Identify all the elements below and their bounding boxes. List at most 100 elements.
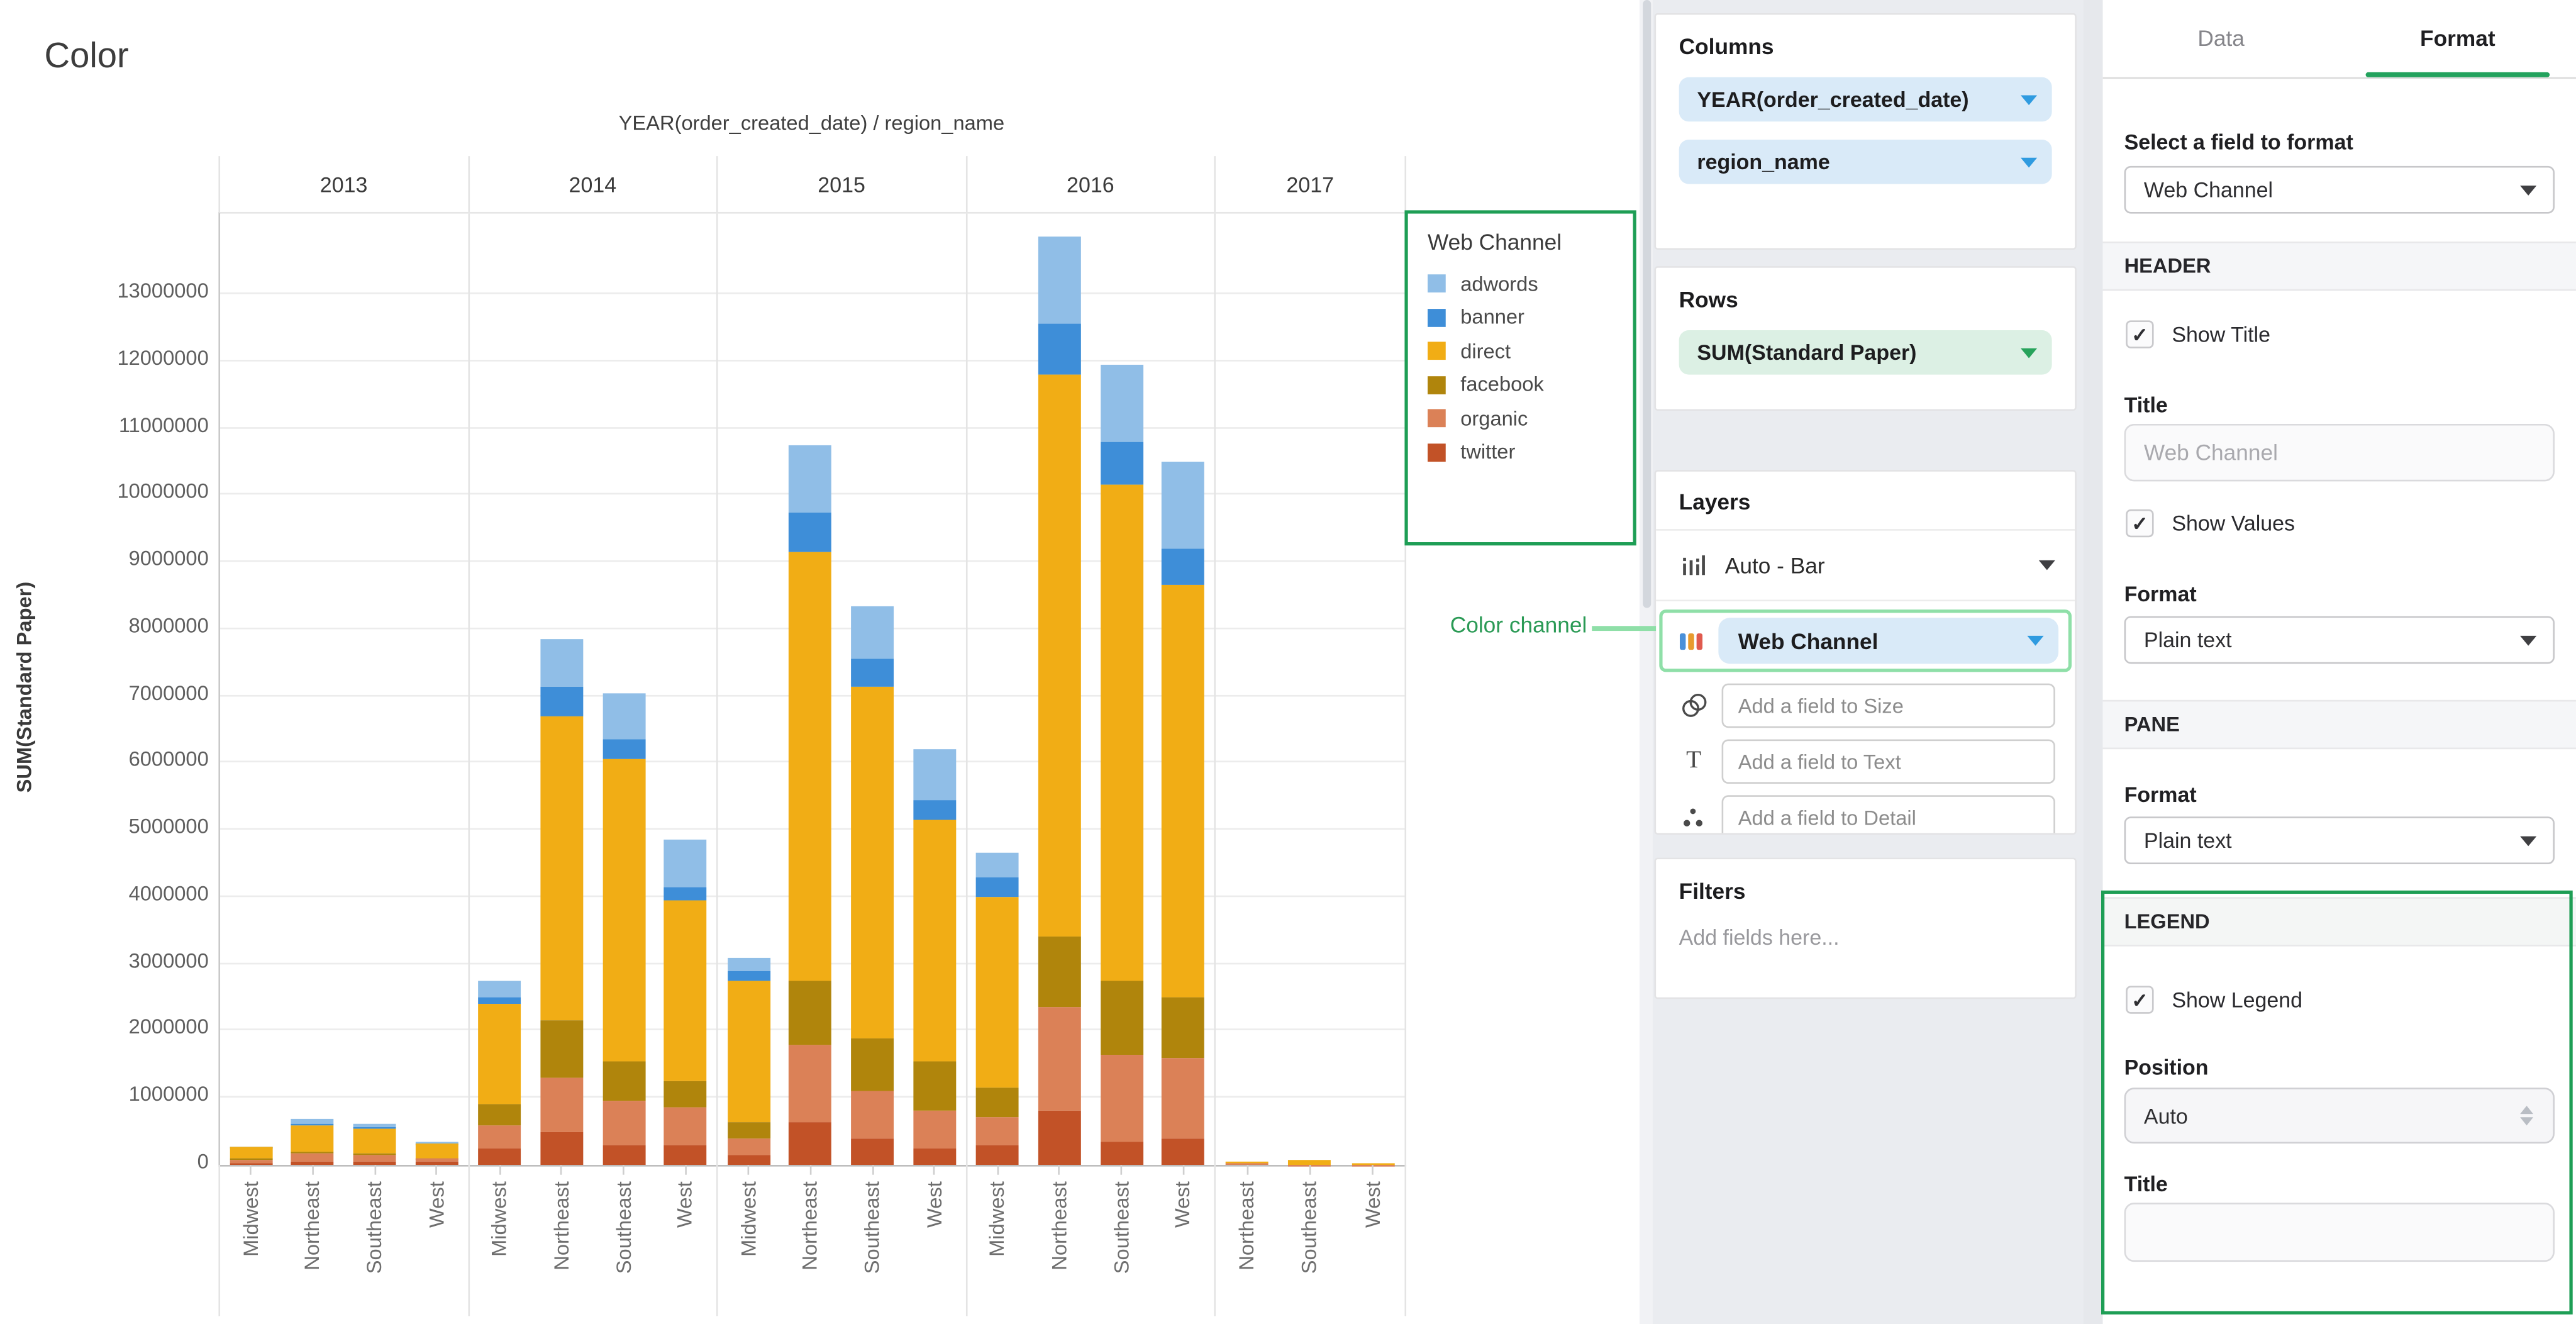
bar-segment-banner[interactable] xyxy=(602,740,645,760)
field-pill-year-order-created-date-[interactable]: YEAR(order_created_date) xyxy=(1679,77,2052,122)
bar-segment-banner[interactable] xyxy=(789,512,832,552)
stacked-bar-2015-Midwest[interactable] xyxy=(728,957,770,1165)
bar-segment-direct[interactable] xyxy=(479,1004,521,1105)
bar-segment-facebook[interactable] xyxy=(1100,981,1143,1054)
bar-segment-twitter[interactable] xyxy=(976,1145,1019,1165)
bar-segment-banner[interactable] xyxy=(1038,325,1081,375)
field-to-format-select[interactable]: Web Channel xyxy=(2124,166,2555,214)
bar-segment-adwords[interactable] xyxy=(789,445,832,511)
bar-segment-organic[interactable] xyxy=(353,1155,396,1162)
scrollbar[interactable] xyxy=(1640,0,1653,1324)
bar-segment-banner[interactable] xyxy=(728,971,770,981)
bar-segment-adwords[interactable] xyxy=(292,1118,335,1125)
bar-segment-organic[interactable] xyxy=(851,1091,894,1138)
bar-segment-organic[interactable] xyxy=(292,1154,335,1161)
bar-segment-adwords[interactable] xyxy=(602,693,645,740)
pane-format-select[interactable]: Plain text xyxy=(2124,816,2555,864)
bar-segment-banner[interactable] xyxy=(851,659,894,686)
chevron-down-icon[interactable] xyxy=(2021,347,2037,357)
chevron-down-icon[interactable] xyxy=(2021,94,2037,104)
stacked-bar-2015-Northeast[interactable] xyxy=(789,445,832,1165)
stacked-bar-2013-Midwest[interactable] xyxy=(230,1146,272,1165)
bar-segment-direct[interactable] xyxy=(602,760,645,1061)
bar-segment-banner[interactable] xyxy=(913,800,956,820)
bar-segment-facebook[interactable] xyxy=(851,1038,894,1091)
bar-segment-twitter[interactable] xyxy=(1100,1142,1143,1165)
bar-segment-facebook[interactable] xyxy=(1038,937,1081,1008)
chevron-down-icon[interactable] xyxy=(2021,157,2037,167)
bar-segment-direct[interactable] xyxy=(353,1128,396,1154)
bar-segment-direct[interactable] xyxy=(728,981,770,1121)
header-format-select[interactable]: Plain text xyxy=(2124,616,2555,664)
bar-segment-organic[interactable] xyxy=(728,1138,770,1155)
filters-dropzone[interactable]: Add fields here... xyxy=(1679,925,2052,950)
bar-segment-organic[interactable] xyxy=(1100,1054,1143,1141)
detail-field-input[interactable]: Add a field to Detail xyxy=(1722,795,2055,835)
bar-segment-banner[interactable] xyxy=(479,998,521,1004)
size-field-input[interactable]: Add a field to Size xyxy=(1722,684,2055,728)
layer-type-row[interactable]: Auto - Bar xyxy=(1656,531,2075,601)
bar-segment-facebook[interactable] xyxy=(664,1081,707,1108)
bar-segment-adwords[interactable] xyxy=(851,606,894,659)
stacked-bar-2016-West[interactable] xyxy=(1162,462,1204,1165)
bar-segment-twitter[interactable] xyxy=(913,1148,956,1165)
text-field-input[interactable]: Add a field to Text xyxy=(1722,739,2055,784)
bar-segment-banner[interactable] xyxy=(664,887,707,900)
bar-segment-adwords[interactable] xyxy=(664,840,707,887)
bar-segment-direct[interactable] xyxy=(664,900,707,1081)
stacked-bar-2013-West[interactable] xyxy=(415,1142,458,1165)
bar-segment-adwords[interactable] xyxy=(479,981,521,998)
bar-segment-banner[interactable] xyxy=(1162,548,1204,586)
bar-segment-direct[interactable] xyxy=(851,686,894,1038)
bar-segment-facebook[interactable] xyxy=(540,1021,583,1077)
bar-segment-banner[interactable] xyxy=(976,877,1019,897)
bar-segment-adwords[interactable] xyxy=(913,750,956,800)
show-title-checkbox[interactable]: ✓ xyxy=(2126,320,2153,348)
stacked-bar-2016-Midwest[interactable] xyxy=(976,854,1019,1165)
bar-segment-banner[interactable] xyxy=(1100,442,1143,485)
bar-segment-facebook[interactable] xyxy=(479,1104,521,1125)
bar-segment-direct[interactable] xyxy=(230,1147,272,1159)
bar-segment-organic[interactable] xyxy=(789,1044,832,1121)
stacked-bar-2015-Southeast[interactable] xyxy=(851,606,894,1165)
bar-segment-direct[interactable] xyxy=(1162,586,1204,998)
bar-segment-twitter[interactable] xyxy=(1038,1111,1081,1165)
bar-segment-twitter[interactable] xyxy=(789,1121,832,1165)
tab-format[interactable]: Format xyxy=(2340,0,2576,77)
field-pill-region-name[interactable]: region_name xyxy=(1679,140,2052,184)
stacked-bar-2015-West[interactable] xyxy=(913,750,956,1165)
chevron-down-icon[interactable] xyxy=(2039,560,2055,570)
bar-segment-twitter[interactable] xyxy=(479,1148,521,1165)
stacked-bar-2014-Southeast[interactable] xyxy=(602,693,645,1165)
stacked-bar-2016-Southeast[interactable] xyxy=(1100,364,1143,1165)
bar-segment-organic[interactable] xyxy=(913,1111,956,1149)
color-field-pill[interactable]: Web Channel xyxy=(1718,618,2058,664)
bar-segment-direct[interactable] xyxy=(789,552,832,981)
chevron-down-icon[interactable] xyxy=(2027,636,2043,646)
bar-segment-twitter[interactable] xyxy=(602,1145,645,1165)
bar-segment-facebook[interactable] xyxy=(728,1121,770,1138)
bar-segment-twitter[interactable] xyxy=(540,1132,583,1165)
bar-segment-organic[interactable] xyxy=(1162,1058,1204,1138)
bar-segment-adwords[interactable] xyxy=(728,957,770,971)
show-legend-checkbox[interactable]: ✓ xyxy=(2126,986,2153,1013)
position-select[interactable]: Auto xyxy=(2124,1088,2555,1143)
bar-segment-twitter[interactable] xyxy=(1162,1138,1204,1165)
stacked-bar-2013-Northeast[interactable] xyxy=(292,1118,335,1165)
scrollbar-thumb[interactable] xyxy=(1642,0,1650,608)
bar-segment-facebook[interactable] xyxy=(789,981,832,1044)
bar-segment-direct[interactable] xyxy=(976,897,1019,1088)
bar-segment-facebook[interactable] xyxy=(976,1088,1019,1118)
bar-segment-direct[interactable] xyxy=(292,1126,335,1152)
bar-segment-direct[interactable] xyxy=(415,1144,458,1157)
stacked-bar-2016-Northeast[interactable] xyxy=(1038,237,1081,1165)
bar-segment-adwords[interactable] xyxy=(1038,237,1081,324)
bar-segment-facebook[interactable] xyxy=(913,1061,956,1111)
stacked-bar-2014-West[interactable] xyxy=(664,840,707,1165)
bar-segment-direct[interactable] xyxy=(913,820,956,1061)
bar-segment-organic[interactable] xyxy=(479,1125,521,1148)
bar-segment-adwords[interactable] xyxy=(1100,364,1143,441)
bar-segment-organic[interactable] xyxy=(1038,1008,1081,1111)
bar-segment-facebook[interactable] xyxy=(602,1061,645,1101)
bar-segment-organic[interactable] xyxy=(664,1108,707,1145)
